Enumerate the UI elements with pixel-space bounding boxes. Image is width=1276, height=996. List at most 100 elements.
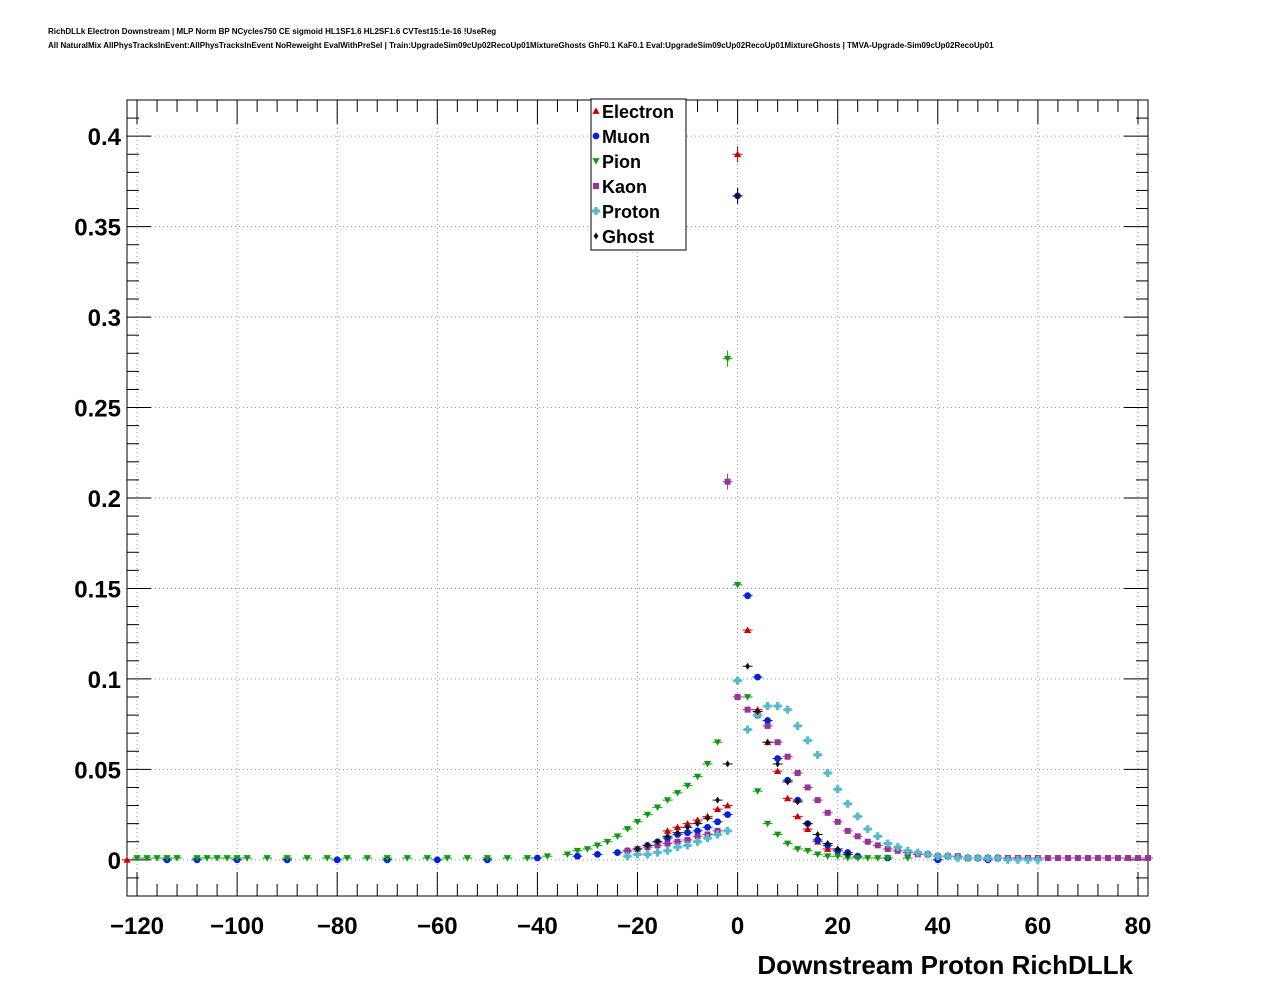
- legend-box: [590, 98, 687, 251]
- data-point: [963, 854, 972, 863]
- data-point: [723, 826, 732, 835]
- data-point: [703, 834, 712, 843]
- data-point: [534, 854, 541, 862]
- data-point: [263, 855, 271, 862]
- legend-marker-ghost: [593, 232, 599, 240]
- data-point: [724, 811, 731, 818]
- series-muon: [162, 187, 993, 864]
- y-tick-label: 0.3: [88, 305, 121, 332]
- data-point: [153, 855, 161, 862]
- data-point: [825, 840, 831, 848]
- data-point: [874, 855, 882, 862]
- data-point: [213, 855, 221, 862]
- data-point: [703, 761, 712, 768]
- x-tick-label: −20: [617, 913, 658, 940]
- legend-label-muon: Muon: [602, 127, 650, 147]
- data-point: [774, 739, 781, 746]
- data-point: [953, 854, 962, 863]
- data-point: [983, 854, 992, 863]
- series-ghost: [632, 187, 853, 858]
- data-point: [643, 850, 652, 859]
- data-point: [783, 705, 792, 714]
- data-point: [1054, 855, 1061, 862]
- data-point: [655, 838, 660, 846]
- data-point: [714, 818, 721, 826]
- data-point: [883, 839, 892, 848]
- data-point: [1003, 855, 1012, 864]
- data-point: [233, 855, 241, 862]
- y-tick-label: 0.2: [88, 486, 121, 513]
- data-point: [805, 820, 811, 828]
- data-point: [893, 843, 902, 852]
- data-point: [633, 850, 642, 859]
- data-point: [903, 846, 912, 855]
- data-point: [653, 804, 662, 811]
- data-point: [744, 706, 751, 713]
- data-point: [684, 829, 691, 837]
- data-point: [433, 856, 441, 864]
- data-point: [683, 782, 692, 790]
- data-point: [993, 854, 1002, 863]
- data-point: [1064, 855, 1071, 862]
- data-point: [685, 823, 690, 831]
- data-point: [773, 702, 782, 711]
- data-point: [824, 853, 832, 860]
- data-point: [733, 676, 742, 685]
- data-point: [835, 845, 841, 853]
- data-point: [785, 778, 791, 786]
- data-point: [483, 855, 491, 862]
- data-point: [803, 736, 812, 745]
- data-point: [814, 797, 821, 804]
- data-point: [674, 838, 681, 845]
- data-point: [363, 855, 371, 862]
- data-point: [804, 784, 811, 791]
- data-point: [1094, 855, 1101, 862]
- legend-marker-kaon: [593, 183, 599, 189]
- data-point: [814, 836, 822, 844]
- data-point: [923, 850, 932, 859]
- legend: Electron Muon Pion Kaon Proton Ghost: [590, 98, 687, 251]
- data-point: [223, 855, 231, 862]
- data-point: [743, 725, 752, 734]
- data-point: [323, 855, 331, 862]
- data-point: [623, 852, 632, 861]
- data-point: [633, 818, 642, 826]
- legend-marker-pion: [592, 158, 600, 165]
- data-point: [143, 855, 151, 862]
- data-point: [904, 855, 912, 862]
- data-point: [133, 855, 141, 862]
- data-point: [744, 592, 752, 600]
- chart-title-line-2: All NaturalMix AllPhysTracksInEvent:AllP…: [48, 41, 994, 50]
- data-point: [933, 852, 942, 861]
- data-point: [203, 855, 211, 862]
- data-point: [663, 846, 672, 855]
- data-point: [603, 838, 612, 846]
- data-point: [653, 848, 662, 857]
- data-point: [573, 847, 582, 855]
- data-point: [775, 760, 781, 768]
- axis-ticks: [127, 99, 1148, 897]
- data-point: [654, 842, 661, 849]
- data-point: [383, 855, 391, 862]
- y-tick-label: 0.35: [74, 215, 121, 242]
- data-point: [864, 838, 871, 845]
- data-point: [864, 855, 872, 862]
- y-tick-label: 0: [108, 848, 121, 875]
- data-point: [614, 849, 621, 856]
- data-point: [793, 721, 802, 730]
- data-point: [613, 833, 622, 840]
- data-point: [774, 767, 782, 775]
- data-point: [673, 823, 682, 831]
- data-point: [693, 816, 702, 823]
- data-point: [675, 829, 680, 837]
- data-point: [583, 846, 592, 853]
- data-point: [733, 150, 742, 158]
- data-point: [853, 812, 862, 821]
- legend-marker-electron: [592, 107, 600, 114]
- x-axis-label: Downstream Proton RichDLLk: [757, 950, 1133, 980]
- data-point: [854, 833, 861, 840]
- data-point: [854, 855, 862, 862]
- data-point: [1033, 855, 1042, 864]
- y-tick-label: 0.25: [74, 396, 121, 423]
